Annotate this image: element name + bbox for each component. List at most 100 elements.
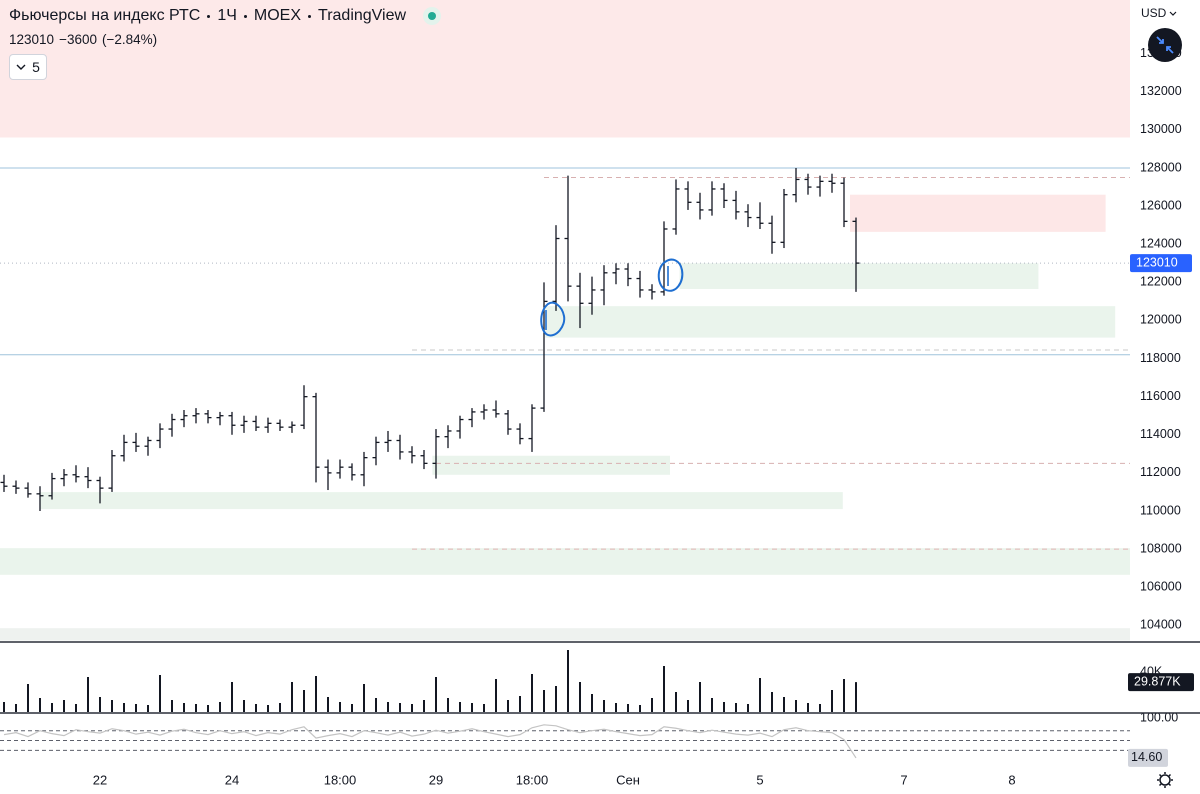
volume-bar bbox=[27, 684, 29, 712]
y-tick-label: 112000 bbox=[1140, 465, 1181, 479]
volume-bar bbox=[603, 700, 605, 712]
currency: USD bbox=[1141, 6, 1167, 20]
volume-bar bbox=[279, 703, 281, 712]
zone bbox=[545, 306, 1116, 338]
separator bbox=[308, 14, 312, 18]
symbol-header: Фьючерсы на индекс РТС 1Ч MOEX TradingVi… bbox=[9, 7, 442, 25]
volume-bar bbox=[555, 686, 557, 712]
volume-bar bbox=[687, 700, 689, 712]
y-tick-label: 108000 bbox=[1140, 541, 1182, 555]
volume-bar bbox=[411, 704, 413, 712]
volume-bar bbox=[591, 694, 593, 712]
y-tick-label: 114000 bbox=[1140, 427, 1181, 441]
volume-bar bbox=[99, 697, 101, 712]
indicators-toggle[interactable]: 5 bbox=[9, 54, 47, 80]
volume-bar bbox=[663, 666, 665, 712]
source: TradingView bbox=[318, 7, 407, 24]
y-tick-label: 132000 bbox=[1140, 84, 1182, 98]
market-status bbox=[423, 7, 442, 25]
volume-bar bbox=[783, 697, 785, 712]
chevron bbox=[1169, 11, 1177, 16]
volume-bar bbox=[855, 682, 857, 712]
volume-bar bbox=[447, 698, 449, 712]
volume-bar bbox=[807, 703, 809, 712]
volume-bar bbox=[135, 704, 137, 712]
volume-bar bbox=[219, 702, 221, 712]
volume-bar bbox=[3, 702, 5, 712]
volume-bar bbox=[423, 700, 425, 712]
price-badge-label: 123010 bbox=[1136, 255, 1178, 269]
volume-bar bbox=[387, 702, 389, 712]
change: −3600 bbox=[59, 32, 97, 47]
volume-bar bbox=[123, 703, 125, 712]
y-tick-label: 126000 bbox=[1140, 198, 1182, 212]
indicator-line bbox=[3, 724, 857, 759]
volume-bar bbox=[579, 682, 581, 712]
x-tick-label: 22 bbox=[93, 772, 107, 787]
volume-bar bbox=[795, 700, 797, 712]
separator bbox=[243, 14, 247, 18]
volume-bar bbox=[699, 682, 701, 712]
symbol-name[interactable]: Фьючерсы на индекс РТС bbox=[9, 7, 201, 24]
volume-bar bbox=[471, 703, 473, 712]
zone bbox=[0, 548, 1130, 575]
quote-line: 123010 −3600 (−2.84%) bbox=[9, 32, 157, 47]
x-tick-label: 18:00 bbox=[516, 772, 549, 787]
volume-bar bbox=[339, 702, 341, 712]
volume-bar bbox=[615, 703, 617, 712]
volume-bar bbox=[759, 678, 761, 712]
annotation-circle bbox=[657, 258, 684, 292]
volume-badge-label: 29.877K bbox=[1134, 674, 1181, 688]
indicator-count: 5 bbox=[32, 59, 40, 75]
volume-bar bbox=[243, 700, 245, 712]
volume-bar bbox=[195, 704, 197, 712]
button-icon bbox=[1156, 36, 1174, 54]
volume-bar bbox=[843, 679, 845, 712]
volume-bar bbox=[519, 696, 521, 712]
volume-bar bbox=[375, 698, 377, 712]
y-tick-label: 130000 bbox=[1140, 122, 1182, 136]
x-tick-label: 8 bbox=[1008, 772, 1015, 787]
volume-bar bbox=[171, 700, 173, 712]
volume-bar bbox=[327, 697, 329, 712]
y-tick-label: 120000 bbox=[1140, 313, 1182, 327]
gear-icon bbox=[1159, 774, 1171, 786]
zone bbox=[0, 628, 1130, 641]
settings-button[interactable] bbox=[1157, 772, 1173, 788]
volume-bar bbox=[399, 703, 401, 712]
currency-select[interactable]: USD bbox=[1141, 6, 1177, 20]
volume-bar bbox=[291, 682, 293, 712]
y-tick-label: 118000 bbox=[1140, 351, 1181, 365]
volume-bar bbox=[747, 704, 749, 712]
volume-bar bbox=[723, 702, 725, 712]
indicator-badge bbox=[1128, 748, 1168, 767]
last-price: 123010 bbox=[9, 32, 55, 47]
volume-bar bbox=[303, 690, 305, 712]
zone bbox=[40, 492, 843, 510]
x-tick-label: Сен bbox=[616, 772, 640, 787]
x-tick-label: 24 bbox=[225, 772, 239, 787]
volume-bar bbox=[639, 705, 641, 712]
volume-bar bbox=[87, 677, 89, 712]
volume-bar bbox=[435, 677, 437, 712]
fullscreen-button[interactable] bbox=[1148, 28, 1182, 62]
y-tick-label: 106000 bbox=[1140, 580, 1182, 594]
y-tick-label: 116000 bbox=[1140, 389, 1181, 403]
y-tick-label: 110000 bbox=[1140, 503, 1181, 517]
volume-bar bbox=[51, 703, 53, 712]
volume-bar bbox=[255, 704, 257, 712]
volume-bar bbox=[771, 692, 773, 712]
change-percent: (−2.84%) bbox=[101, 32, 158, 47]
volume-bar bbox=[15, 704, 17, 712]
x-tick-label: 29 bbox=[429, 772, 443, 787]
volume-bar bbox=[831, 690, 833, 712]
y-tick-label: 104000 bbox=[1140, 618, 1182, 632]
volume-bar bbox=[651, 698, 653, 712]
volume-bar bbox=[495, 679, 497, 712]
zone bbox=[850, 194, 1106, 232]
volume-bar bbox=[267, 705, 269, 712]
volume-bar bbox=[459, 702, 461, 712]
interval[interactable]: 1Ч bbox=[217, 7, 237, 24]
zone bbox=[679, 263, 1039, 290]
